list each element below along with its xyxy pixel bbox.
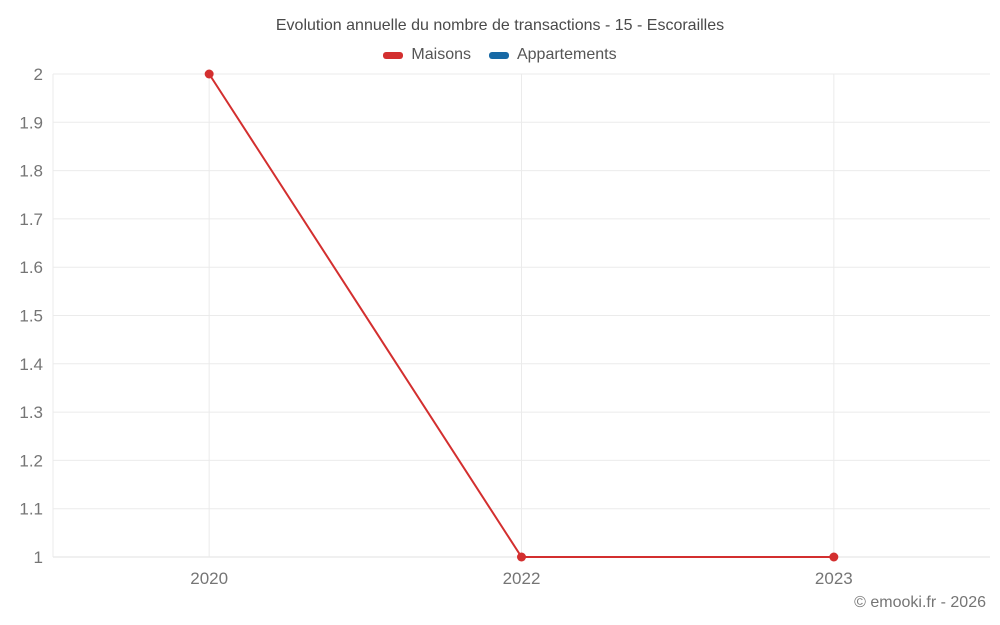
copyright-text: © emooki.fr - 2026: [854, 594, 986, 611]
y-axis-tick-label: 1.3: [19, 403, 43, 422]
y-axis-tick-label: 2: [34, 65, 43, 84]
y-axis-tick-label: 1.1: [19, 500, 43, 519]
y-axis-tick-label: 1.4: [19, 355, 43, 374]
y-axis-tick-label: 1: [34, 548, 43, 567]
legend-swatch-icon: [488, 51, 509, 59]
data-point-maisons[interactable]: [204, 69, 214, 79]
y-axis-tick-label: 1.6: [19, 258, 43, 277]
y-axis-tick-label: 1.8: [19, 162, 43, 181]
y-axis-tick-label: 1.5: [19, 307, 43, 326]
legend-swatch-icon: [383, 51, 404, 59]
y-axis-tick-label: 1.2: [19, 451, 43, 470]
y-axis-tick-label: 1.9: [19, 113, 43, 132]
legend-item-appartements[interactable]: Appartements: [488, 46, 617, 64]
legend-item-maisons[interactable]: Maisons: [383, 46, 471, 64]
x-axis-tick-label: 2022: [503, 569, 541, 588]
legend-label: Maisons: [411, 46, 471, 63]
data-point-maisons[interactable]: [829, 552, 839, 562]
legend-label: Appartements: [516, 46, 617, 63]
data-point-maisons[interactable]: [517, 552, 526, 562]
page-title: Evolution annuelle du nombre de transact…: [275, 17, 725, 34]
x-axis-tick-label: 2020: [190, 569, 228, 588]
y-axis-tick-label: 1.7: [19, 210, 43, 229]
chart-legend: Maisons Appartements: [0, 46, 1000, 64]
x-axis-tick-label: 2023: [815, 569, 853, 588]
